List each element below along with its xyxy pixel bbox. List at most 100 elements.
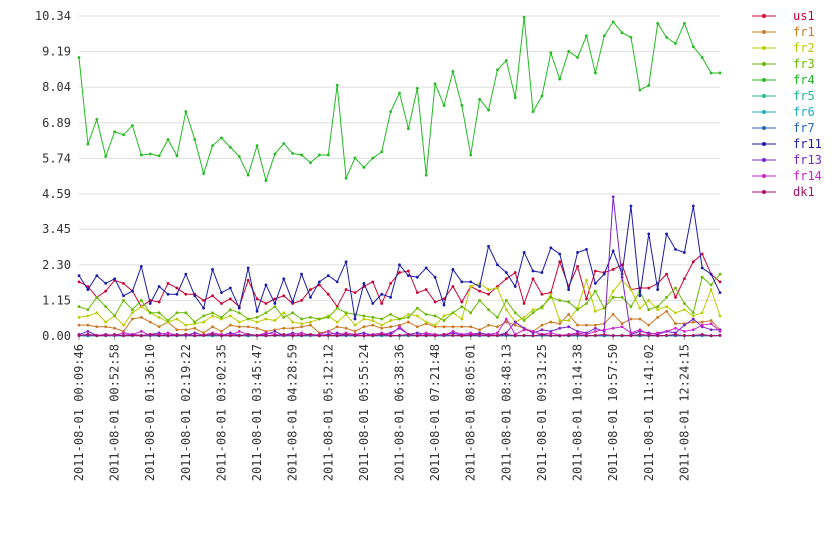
data-point	[255, 326, 259, 330]
data-point	[255, 333, 259, 337]
data-point	[122, 133, 125, 137]
data-point	[718, 272, 722, 276]
data-point	[317, 317, 321, 321]
data-point	[504, 320, 508, 324]
data-point	[389, 319, 392, 322]
data-point	[389, 110, 392, 114]
data-point	[415, 331, 419, 335]
legend-item-fr6: fr6	[752, 105, 815, 119]
data-point	[86, 308, 90, 312]
data-point	[407, 333, 410, 336]
data-point	[95, 274, 99, 278]
data-point	[665, 329, 668, 333]
data-point	[122, 334, 125, 338]
data-point	[273, 152, 277, 156]
data-point	[291, 334, 295, 338]
data-point	[131, 311, 134, 315]
data-point	[504, 271, 508, 274]
data-point	[237, 334, 241, 338]
data-point	[175, 154, 179, 158]
data-point	[309, 320, 312, 324]
data-point	[718, 71, 722, 75]
data-point	[220, 291, 223, 295]
data-point	[531, 277, 535, 281]
data-point	[442, 303, 446, 307]
series-line-fr4	[78, 17, 720, 183]
data-point	[567, 300, 571, 304]
data-point	[567, 333, 571, 337]
data-point	[576, 333, 579, 336]
data-point	[220, 136, 223, 140]
y-tick-label: 4.59	[42, 187, 71, 201]
data-point	[629, 35, 633, 39]
data-point	[86, 329, 90, 333]
data-point	[95, 295, 99, 299]
data-point	[540, 271, 544, 274]
data-point	[362, 317, 366, 321]
legend-marker	[762, 110, 766, 114]
data-point	[77, 316, 81, 319]
data-point	[122, 323, 125, 327]
data-point	[629, 331, 633, 335]
data-point	[496, 316, 499, 319]
legend-label: fr4	[793, 73, 815, 87]
data-point	[407, 127, 410, 131]
data-point	[95, 334, 99, 338]
data-point	[220, 316, 223, 319]
data-point	[202, 299, 206, 302]
data-point	[593, 326, 597, 330]
data-point	[202, 306, 206, 310]
data-point	[549, 320, 553, 324]
data-point	[139, 334, 143, 338]
data-point	[638, 317, 642, 321]
data-point	[611, 326, 615, 330]
data-point	[211, 325, 214, 329]
data-point	[540, 305, 544, 308]
data-point	[700, 266, 704, 270]
data-point	[433, 300, 437, 304]
data-point	[228, 145, 232, 149]
data-point	[496, 325, 499, 329]
data-point	[246, 333, 250, 336]
data-point	[282, 311, 286, 315]
data-point	[220, 302, 223, 305]
data-point	[513, 271, 517, 274]
data-point	[424, 331, 428, 335]
data-point	[193, 294, 197, 298]
x-tick-label: 2011-08-01 03:45:47	[250, 344, 264, 481]
data-point	[291, 326, 295, 330]
data-point	[718, 291, 722, 295]
data-point	[656, 22, 660, 25]
data-point	[407, 312, 410, 316]
legend-label: fr5	[793, 89, 815, 103]
data-point	[656, 331, 660, 335]
data-point	[629, 305, 633, 308]
data-point	[246, 317, 250, 321]
data-point	[540, 328, 544, 332]
data-point	[77, 333, 81, 337]
data-point	[656, 305, 660, 308]
data-point	[620, 325, 624, 329]
data-point	[487, 292, 490, 296]
data-point	[691, 328, 695, 332]
data-point	[558, 299, 562, 302]
data-point	[451, 333, 455, 337]
data-point	[718, 280, 722, 284]
data-point	[522, 316, 526, 319]
data-point	[264, 331, 268, 335]
data-point	[148, 302, 152, 305]
data-point	[567, 49, 571, 53]
data-point	[139, 329, 143, 333]
data-point	[611, 268, 615, 271]
data-point	[647, 286, 651, 290]
legend-marker	[762, 190, 766, 194]
data-point	[460, 300, 464, 304]
data-point	[691, 260, 695, 264]
data-point	[139, 316, 143, 319]
data-point	[380, 326, 384, 330]
data-point	[558, 260, 562, 264]
data-point	[665, 35, 668, 39]
data-point	[558, 334, 562, 338]
data-point	[531, 269, 535, 273]
data-point	[317, 280, 321, 284]
